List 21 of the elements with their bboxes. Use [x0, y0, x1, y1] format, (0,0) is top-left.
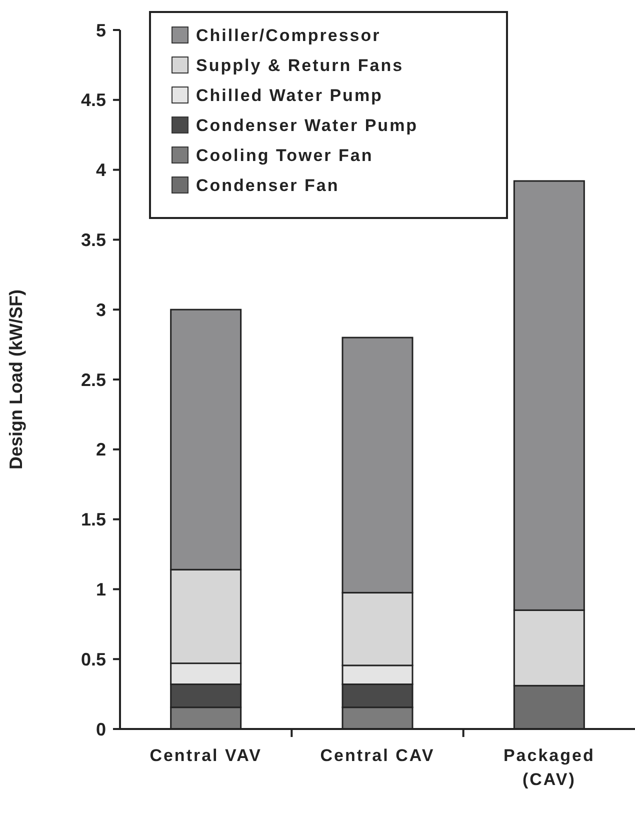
legend-label: Condenser Water Pump: [196, 116, 418, 135]
legend-label: Cooling Tower Fan: [196, 146, 374, 165]
y-tick-label: 0: [96, 719, 106, 740]
y-tick-label: 3: [96, 300, 106, 320]
y-tick-label: 1.5: [80, 510, 106, 530]
y-tick-label: 4: [96, 160, 106, 180]
legend-label: Condenser Fan: [196, 176, 340, 195]
y-tick-label: 1: [96, 580, 106, 600]
y-tick-label: 2.5: [80, 370, 106, 390]
legend-label: Supply & Return Fans: [196, 56, 404, 75]
y-tick-label: 3.5: [80, 230, 106, 250]
legend-label: Chilled Water Pump: [196, 86, 383, 105]
y-tick-label: 4.5: [80, 90, 106, 110]
y-tick-label: 5: [96, 20, 106, 40]
x-tick-label: Central VAV: [150, 746, 262, 765]
x-tick-label: Central CAV: [320, 746, 435, 765]
y-axis-title: Design Load (kW/SF): [6, 289, 26, 470]
y-tick-label: 2: [96, 440, 106, 460]
legend-label: Chiller/Compressor: [196, 26, 381, 45]
y-tick-label: 0.5: [80, 649, 106, 670]
x-tick-label: Packaged (CAV): [503, 746, 595, 789]
